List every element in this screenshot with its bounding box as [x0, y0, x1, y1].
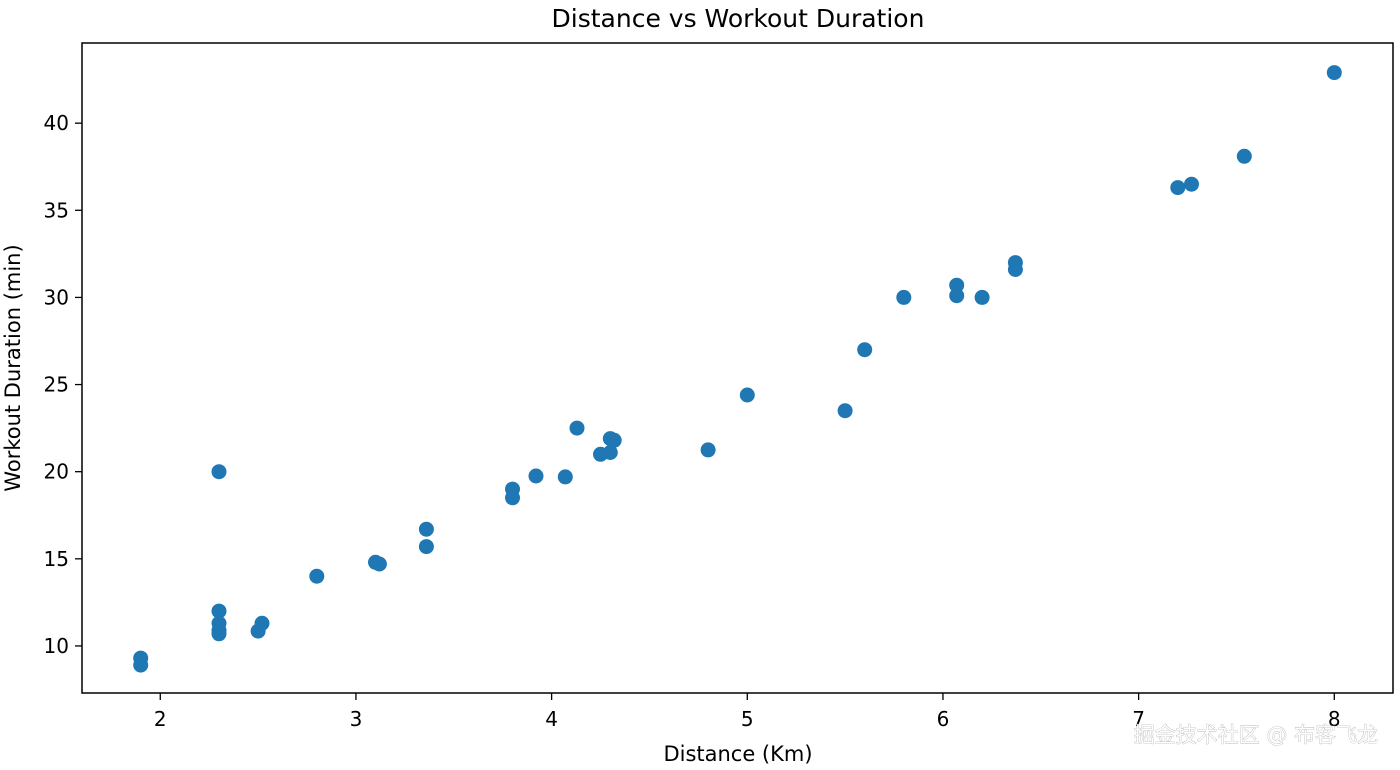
watermark-text: 掘金技术社区 @ 布客飞龙	[1134, 723, 1378, 747]
y-tick-label: 30	[44, 285, 69, 309]
data-point	[133, 657, 149, 673]
data-point	[837, 403, 853, 419]
data-point	[1236, 148, 1252, 164]
plot-area-frame	[81, 42, 1394, 694]
points-layer	[133, 65, 1342, 673]
data-point	[739, 387, 755, 403]
y-tick-label: 15	[44, 547, 69, 571]
y-axis-title: Workout Duration (min)	[1, 244, 25, 491]
data-point	[949, 288, 965, 304]
data-point	[896, 289, 912, 305]
data-point	[606, 432, 622, 448]
y-tick-label: 40	[44, 111, 69, 135]
y-axis: 10 15 20 25 30 35 40	[44, 111, 82, 658]
data-point	[505, 490, 520, 506]
data-point	[1184, 176, 1199, 192]
x-tick-label: 5	[741, 707, 754, 731]
x-tick-label: 3	[350, 707, 363, 731]
data-point	[1007, 262, 1023, 277]
data-point	[254, 615, 270, 631]
data-point	[700, 442, 716, 458]
x-axis: 2 3 4 5 6 7 8	[154, 693, 1341, 731]
data-point	[309, 568, 325, 584]
data-point	[569, 420, 585, 436]
data-point	[1170, 180, 1186, 196]
data-point	[418, 521, 434, 537]
x-tick-label: 7	[1132, 707, 1145, 731]
data-point	[602, 445, 618, 460]
y-tick-label: 10	[44, 634, 69, 658]
data-point	[528, 468, 544, 484]
data-point	[949, 277, 965, 293]
data-point	[974, 289, 990, 305]
y-tick-label: 35	[44, 198, 69, 222]
x-tick-label: 2	[154, 707, 167, 731]
data-point	[1326, 65, 1342, 81]
y-tick-label: 25	[44, 373, 69, 397]
x-tick-label: 6	[937, 707, 950, 731]
chart-title: Distance vs Workout Duration	[552, 4, 925, 33]
data-point	[418, 539, 434, 555]
x-axis-title: Distance (Km)	[663, 742, 812, 766]
data-point	[211, 603, 227, 619]
data-point	[557, 469, 573, 485]
data-point	[857, 342, 873, 358]
data-point	[211, 464, 227, 480]
x-tick-label: 4	[545, 707, 558, 731]
x-tick-label: 8	[1328, 707, 1341, 731]
data-point	[211, 626, 227, 642]
data-point	[371, 556, 387, 572]
y-tick-label: 20	[44, 460, 69, 484]
